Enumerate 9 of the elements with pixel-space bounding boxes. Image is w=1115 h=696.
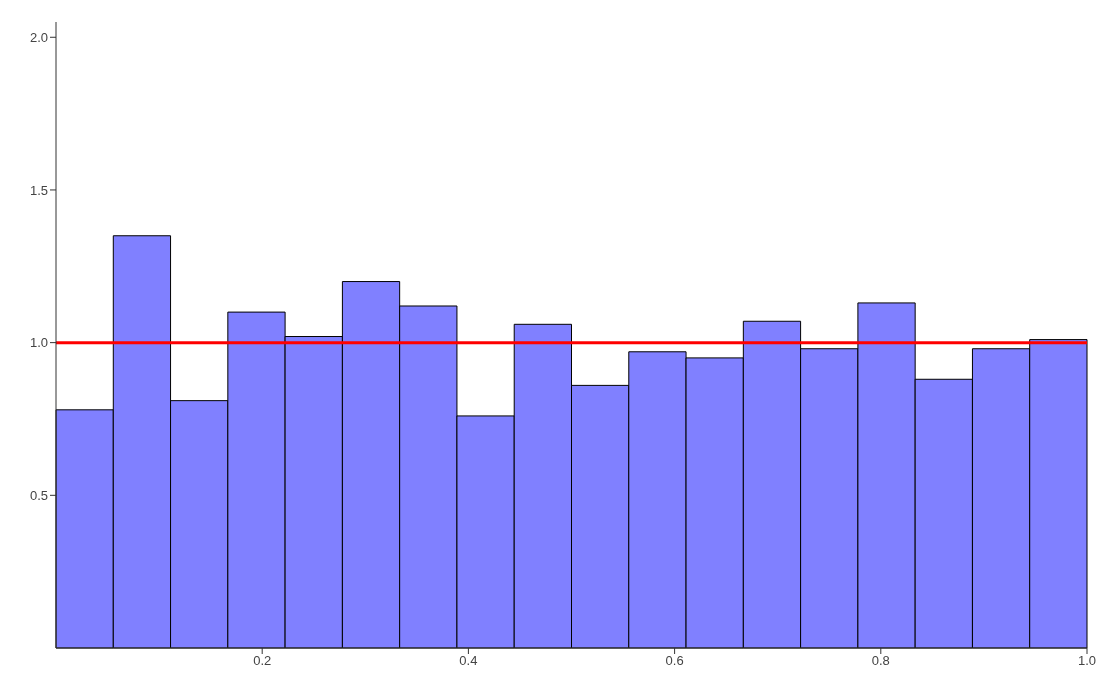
y-tick-label: 1.5 [29,182,48,198]
y-tick-label: 1.0 [29,335,48,351]
y-tick-label: 0.5 [29,487,48,503]
x-tick-label: 0.8 [871,653,890,669]
x-tick-label: 0.2 [253,653,272,669]
y-tick-label: 2.0 [29,29,48,45]
x-tick-label: 0.6 [665,653,684,669]
x-tick-label: 1.0 [1077,653,1097,669]
x-tick-label: 0.4 [459,653,478,669]
